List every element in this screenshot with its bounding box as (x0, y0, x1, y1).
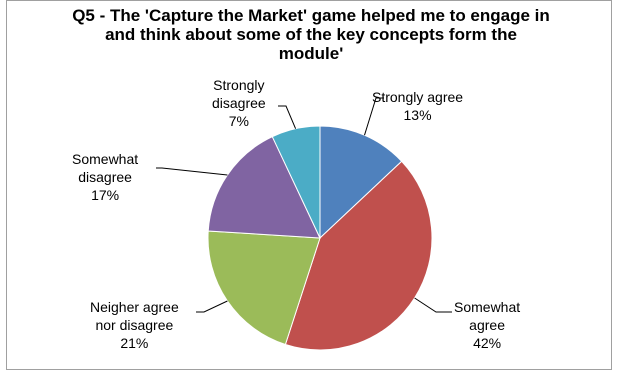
data-label-somewhat-agree-name-2: agree (469, 317, 505, 333)
data-label-neither: Neigher agree nor disagree 21% (90, 298, 179, 352)
data-label-strongly-disagree-name-2: disagree (212, 95, 266, 111)
chart-title-line-1: Q5 - The 'Capture the Market' game helpe… (72, 6, 550, 25)
leader-line-somewhat-disagree (156, 167, 228, 176)
leader-lines (156, 97, 452, 313)
pie-slices (207, 125, 433, 351)
data-label-somewhat-agree-pct: 42% (473, 335, 502, 351)
data-label-strongly-disagree-pct: 7% (228, 113, 249, 129)
pie-slice-strongly-agree (319, 125, 403, 240)
data-label-somewhat-agree: Somewhat agree 42% (454, 298, 520, 352)
data-label-neither-name-2: nor disagree (95, 317, 174, 333)
chart-title-line-3: module' (278, 44, 344, 63)
pie-slice-neither (207, 230, 321, 346)
chart-title-line-2: and think about some of the key concepts… (105, 25, 517, 44)
data-label-somewhat-disagree-name-2: disagree (78, 169, 132, 185)
pie-slice-somewhat-agree (284, 160, 433, 351)
data-label-strongly-agree-pct: 13% (403, 107, 432, 123)
data-label-strongly-disagree: Strongly disagree 7% (212, 76, 266, 130)
leader-line-strongly-agree (364, 97, 384, 136)
data-label-somewhat-disagree: Somewhat disagree 17% (72, 150, 138, 204)
data-label-neither-pct: 21% (120, 335, 149, 351)
data-label-strongly-disagree-name-1: Strongly (213, 77, 265, 93)
data-label-strongly-agree-name: Strongly agree (372, 89, 464, 105)
chart-title: Q5 - The 'Capture the Market' game helpe… (0, 6, 622, 63)
data-label-somewhat-disagree-pct: 17% (91, 187, 120, 203)
leader-line-strongly-disagree (278, 105, 297, 129)
data-label-strongly-agree: Strongly agree 13% (372, 88, 463, 124)
leader-line-somewhat-agree (414, 297, 452, 313)
data-label-somewhat-agree-name-1: Somewhat (454, 299, 521, 315)
data-label-somewhat-disagree-name-1: Somewhat (72, 151, 139, 167)
data-label-neither-name-1: Neigher agree (90, 299, 179, 315)
leader-line-neither (196, 300, 228, 313)
